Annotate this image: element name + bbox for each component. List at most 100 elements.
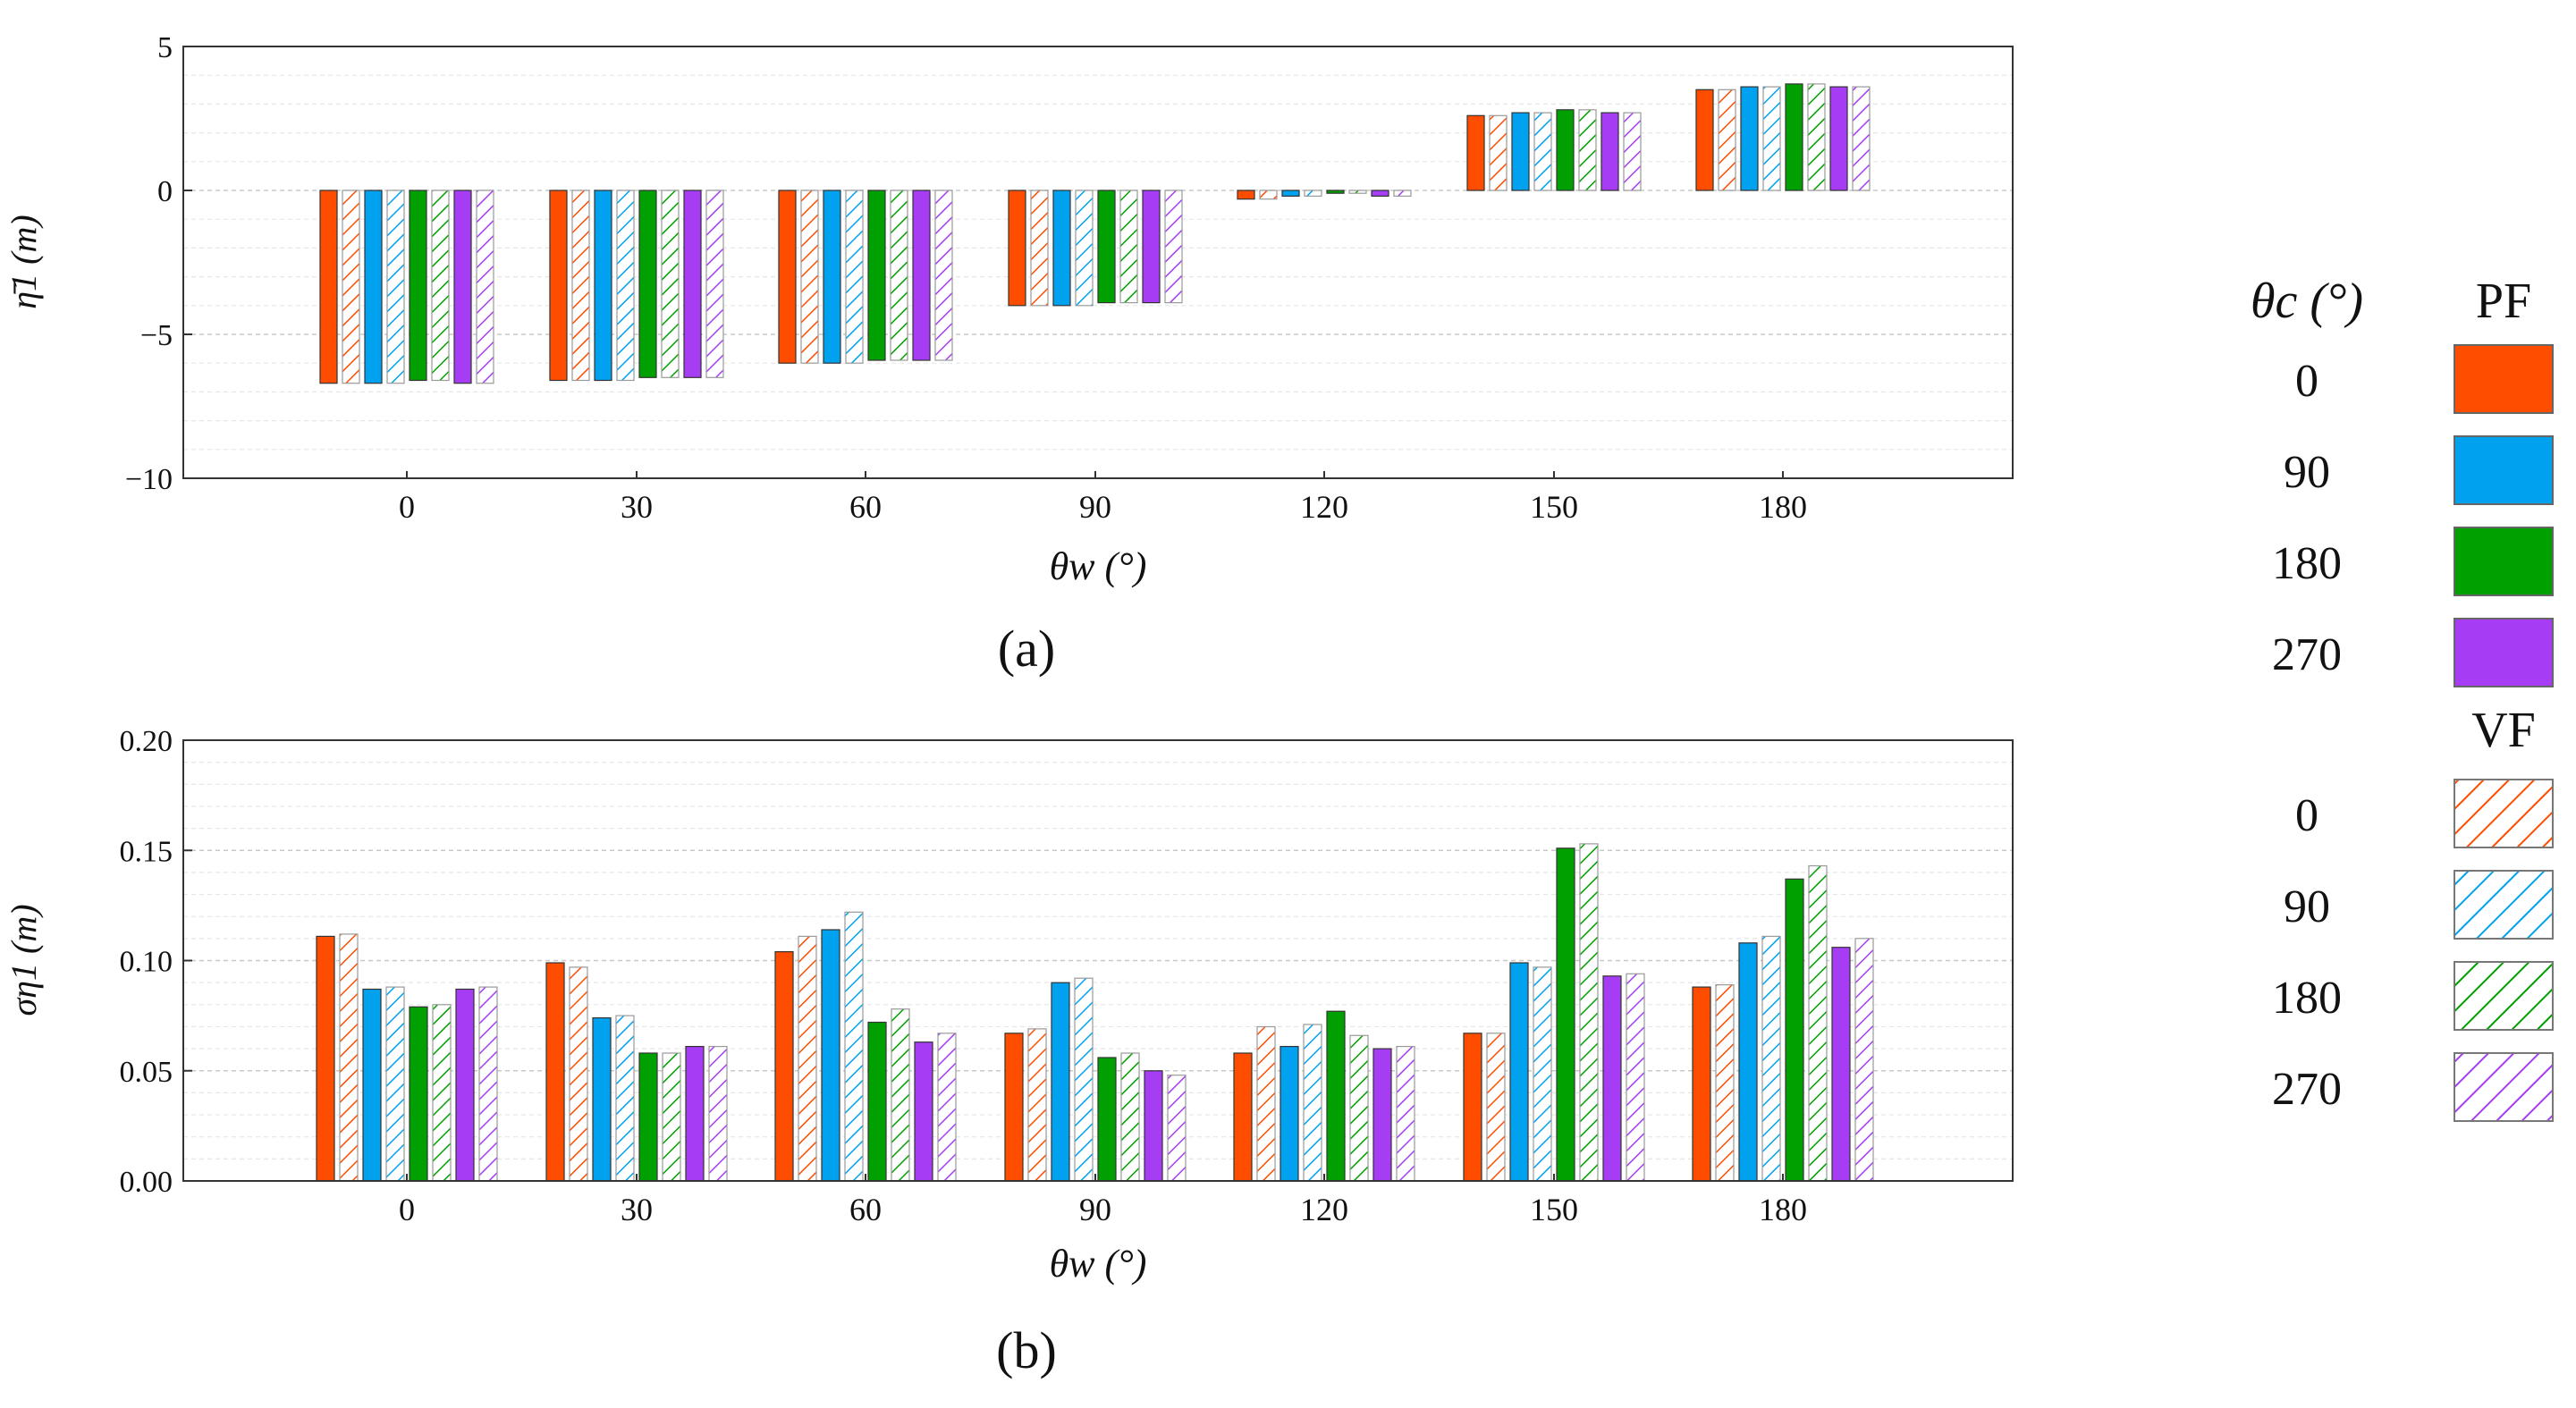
legend-swatch-pf-270 xyxy=(2454,618,2554,687)
bar-a-vf-90-60 xyxy=(845,190,864,364)
y-tick-label: −5 xyxy=(140,319,173,352)
bar-b-vf-180-150 xyxy=(1579,843,1599,1182)
bar-a-pf-270-180 xyxy=(1829,86,1848,191)
bar-a-pf-270-150 xyxy=(1600,112,1619,191)
bar-b-vf-0-60 xyxy=(798,935,817,1182)
bar-b-pf-180-60 xyxy=(867,1021,887,1182)
bar-a-pf-270-0 xyxy=(453,190,472,384)
bar-a-pf-0-60 xyxy=(778,190,797,364)
bar-a-vf-90-30 xyxy=(616,190,635,382)
bar-a-vf-270-0 xyxy=(476,190,494,384)
bar-b-vf-90-120 xyxy=(1303,1024,1322,1182)
bar-b-vf-270-150 xyxy=(1626,973,1645,1182)
bar-b-pf-0-120 xyxy=(1233,1052,1253,1182)
bar-a-vf-0-30 xyxy=(571,190,590,382)
bar-b-pf-180-120 xyxy=(1326,1010,1346,1182)
bar-a-pf-180-60 xyxy=(867,190,886,361)
bar-a-vf-180-180 xyxy=(1807,83,1826,191)
bar-b-vf-0-180 xyxy=(1715,983,1735,1182)
bar-a-pf-90-60 xyxy=(823,190,841,364)
bar-a-vf-0-90 xyxy=(1030,190,1049,307)
bar-b-vf-180-60 xyxy=(891,1008,910,1182)
bar-b-pf-0-0 xyxy=(316,935,335,1182)
legend-label-vf-90: 90 xyxy=(2284,881,2330,932)
bar-b-vf-270-0 xyxy=(478,986,498,1182)
bar-b-pf-0-30 xyxy=(545,962,565,1182)
bar-b-vf-270-60 xyxy=(937,1033,957,1182)
bar-b-pf-270-30 xyxy=(685,1045,705,1182)
legend-label-vf-270: 270 xyxy=(2272,1064,2342,1115)
bar-b-vf-90-150 xyxy=(1533,966,1552,1182)
bar-b-pf-270-0 xyxy=(455,988,475,1182)
legend-vf-header: VF xyxy=(2471,703,2536,758)
bar-b-vf-90-180 xyxy=(1761,935,1781,1182)
plot-frame-a xyxy=(182,46,2014,479)
bar-b-pf-180-90 xyxy=(1097,1057,1117,1182)
bar-a-vf-180-30 xyxy=(661,190,680,378)
bar-a-pf-180-90 xyxy=(1097,190,1116,304)
bar-b-pf-270-90 xyxy=(1144,1070,1163,1182)
bar-b-vf-90-60 xyxy=(844,911,864,1182)
bar-a-vf-270-150 xyxy=(1623,112,1642,191)
bar-b-pf-180-30 xyxy=(638,1052,658,1182)
x-tick-label: 120 xyxy=(1300,489,1348,525)
legend-swatch-pf-0 xyxy=(2454,344,2554,414)
x-tick-label: 0 xyxy=(399,1192,415,1227)
x-axis-label-b: θw (°) xyxy=(1050,1242,1147,1286)
bar-b-pf-270-60 xyxy=(914,1041,933,1182)
bar-b-pf-90-150 xyxy=(1509,962,1529,1182)
y-tick-label: 0.00 xyxy=(120,1166,173,1199)
legend-swatch-vf-0 xyxy=(2454,779,2554,848)
bar-b-pf-180-0 xyxy=(409,1006,428,1182)
bar-b-pf-90-60 xyxy=(821,929,840,1182)
y-tick-label: 0.20 xyxy=(120,725,173,758)
legend-label-pf-0: 0 xyxy=(2295,356,2318,407)
x-tick-label: 150 xyxy=(1530,1192,1578,1227)
bar-b-pf-270-150 xyxy=(1602,975,1622,1182)
bar-a-vf-0-180 xyxy=(1718,89,1736,191)
bar-a-vf-90-0 xyxy=(386,190,405,384)
bar-a-pf-180-0 xyxy=(409,190,427,382)
legend-label-pf-180: 180 xyxy=(2272,538,2342,589)
bar-b-vf-270-30 xyxy=(708,1045,728,1182)
legend-theta-c-header: θc (°) xyxy=(2251,274,2363,329)
bar-b-pf-0-60 xyxy=(774,950,794,1182)
bar-a-vf-180-0 xyxy=(431,190,450,382)
bar-a-pf-0-120 xyxy=(1237,190,1255,200)
x-tick-label: 0 xyxy=(399,489,415,525)
legend-swatch-pf-180 xyxy=(2454,527,2554,596)
bar-a-vf-90-90 xyxy=(1075,190,1094,307)
bar-a-pf-90-180 xyxy=(1740,86,1759,191)
bar-a-vf-270-90 xyxy=(1164,190,1183,304)
bar-a-pf-0-90 xyxy=(1008,190,1026,307)
bar-b-vf-180-90 xyxy=(1120,1052,1140,1182)
bar-b-vf-270-120 xyxy=(1396,1045,1415,1182)
y-axis-label-b: ση1 (m) xyxy=(4,904,44,1016)
legend-swatch-vf-180 xyxy=(2454,961,2554,1031)
bar-b-vf-270-90 xyxy=(1167,1075,1187,1182)
bar-b-pf-180-150 xyxy=(1556,847,1575,1182)
y-tick-label: 5 xyxy=(157,31,173,64)
x-tick-label: 30 xyxy=(621,489,653,525)
bar-b-pf-270-120 xyxy=(1372,1048,1392,1182)
bar-a-vf-0-0 xyxy=(342,190,360,384)
x-tick-label: 90 xyxy=(1079,489,1111,525)
bar-b-vf-90-90 xyxy=(1074,977,1094,1182)
y-tick-label: 0 xyxy=(157,175,173,208)
y-tick-label: −10 xyxy=(125,463,173,496)
bar-a-vf-90-180 xyxy=(1762,86,1781,191)
bar-a-vf-180-120 xyxy=(1348,190,1367,194)
panel-b-chart: 0.00 0.05 0.10 0.15 0.20 0 30 60 90 120 150 180 ση… xyxy=(4,725,2014,1379)
bar-b-pf-90-90 xyxy=(1051,982,1070,1182)
legend-label-pf-270: 270 xyxy=(2272,629,2342,680)
bar-a-vf-180-150 xyxy=(1578,109,1597,191)
legend-swatch-vf-270 xyxy=(2454,1052,2554,1122)
bar-b-vf-270-180 xyxy=(1854,938,1874,1182)
x-tick-label: 60 xyxy=(849,1192,882,1227)
bar-b-pf-0-90 xyxy=(1004,1033,1024,1182)
y-tick-label: 0.10 xyxy=(120,946,173,979)
legend-label-pf-90: 90 xyxy=(2284,447,2330,498)
bar-a-pf-0-180 xyxy=(1695,89,1714,191)
bar-a-vf-270-30 xyxy=(705,190,724,378)
